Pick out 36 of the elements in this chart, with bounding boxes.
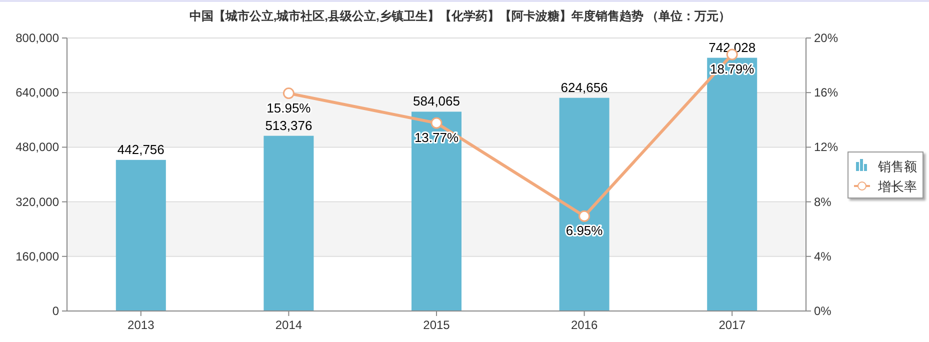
bar: [116, 160, 166, 311]
x-tick-label: 2016: [570, 318, 598, 332]
chart-title: 中国【城市公立,城市社区,县级公立,乡镇卫生】【化学药】【阿卡波糖】年度销售趋势 （单位：万元）: [189, 9, 731, 23]
x-tick-label: 2014: [275, 318, 302, 332]
point: [430, 117, 442, 129]
y-tick-label: 480,000: [16, 140, 60, 154]
data-label: 15.95%: [266, 100, 312, 116]
data-label: 584,065: [413, 94, 460, 109]
legend-label: 增长率: [877, 179, 917, 194]
data-label: 6.95%: [566, 223, 604, 238]
y2-tick-label: 0%: [814, 304, 832, 318]
bar: [264, 136, 314, 311]
y-tick-label: 640,000: [16, 86, 60, 100]
y-tick-label: 0: [52, 304, 60, 318]
y2-tick-label: 16%: [814, 86, 838, 100]
y-tick-label: 320,000: [16, 194, 60, 209]
bar: [707, 58, 758, 311]
legend-label: 销售额: [877, 159, 917, 174]
x-tick-label: 2017: [718, 318, 746, 332]
bar: [412, 112, 462, 311]
x-tick-label: 2013: [128, 318, 155, 332]
data-label: 624,656: [560, 80, 608, 95]
y-tick-label: 800,000: [16, 31, 60, 45]
y2-tick-label: 12%: [814, 140, 838, 154]
point: [578, 210, 590, 222]
y-tick-label: 160,000: [16, 249, 60, 264]
data-label: 442,756: [117, 142, 164, 157]
data-label: 513,376: [265, 118, 312, 133]
data-label: 742,028: [708, 40, 756, 55]
x-tick-label: 2015: [423, 318, 450, 332]
data-label: 13.77%: [414, 130, 459, 146]
bar: [559, 98, 610, 311]
y2-tick-label: 4%: [814, 249, 832, 264]
y2-tick-label: 20%: [814, 31, 838, 45]
y2-tick-label: 8%: [814, 194, 832, 209]
point: [282, 88, 294, 100]
